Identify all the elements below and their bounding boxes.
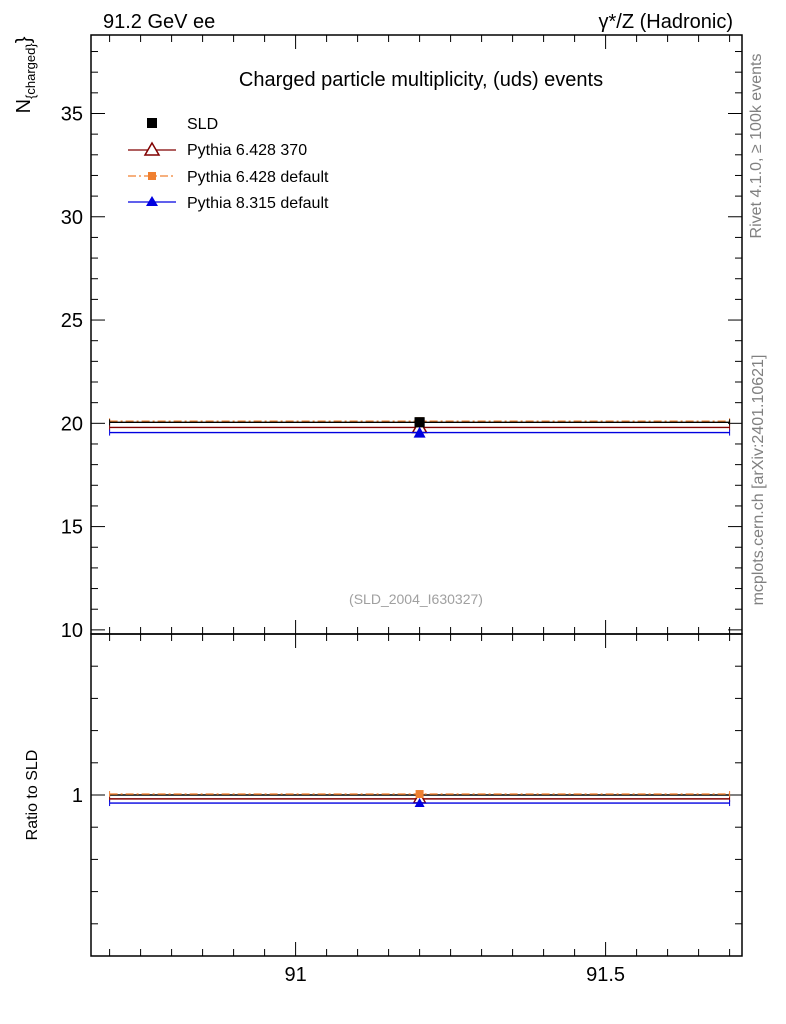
main-y-axis-label: N{charged}} xyxy=(13,36,38,113)
main-y-tick-label: 30 xyxy=(61,207,83,229)
mcplots-label: mcplots.cern.ch [arXiv:2401.10621] xyxy=(750,355,767,606)
main-y-tick-label: 20 xyxy=(61,413,83,435)
ratio-x-tick-label: 91.5 xyxy=(586,964,625,986)
legend-marker-py8-default xyxy=(146,196,158,206)
main-axis-ticks: 10 15 20 25 30 35 xyxy=(61,35,742,642)
rivet-label: Rivet 4.1.0, ≥ 100k events xyxy=(748,54,765,239)
ratio-data-marks xyxy=(109,790,731,808)
main-point-sld-top xyxy=(414,417,425,428)
legend-marker-py6-370 xyxy=(143,141,161,156)
ylabel-sub: {charged} xyxy=(23,43,38,99)
legend-label-sld: SLD xyxy=(187,116,218,133)
legend-marker-sld xyxy=(147,118,157,128)
ratio-point-py6-default xyxy=(415,790,424,799)
header-left: 91.2 GeV ee xyxy=(103,11,215,33)
ratio-x-tick-label: 91 xyxy=(284,964,306,986)
main-y-tick-label: 10 xyxy=(61,620,83,642)
main-point-py8-default xyxy=(413,426,426,438)
header-right: γ*/Z (Hadronic) xyxy=(599,11,733,33)
main-y-tick-label: 25 xyxy=(61,310,83,332)
legend-label-py8-default: Pythia 8.315 default xyxy=(187,195,329,212)
ratio-axis-ticks: 1 91 91.5 xyxy=(72,634,742,986)
ylabel-close: } xyxy=(13,36,35,43)
legend: SLD Pythia 6.428 370 Pythia 6.428 defaul… xyxy=(128,116,329,212)
legend-label-py6-370: Pythia 6.428 370 xyxy=(187,142,307,159)
ratio-y-tick-label: 1 xyxy=(72,785,83,807)
main-plot-title: Charged particle multiplicity, (uds) eve… xyxy=(239,69,603,91)
main-y-tick-label: 15 xyxy=(61,517,83,539)
ratio-y-axis-label: Ratio to SLD xyxy=(24,750,41,841)
main-y-tick-label: 35 xyxy=(61,103,83,125)
ratio-point-py8-default xyxy=(414,798,425,808)
svg-text:N{charged}}: N{charged}} xyxy=(13,36,38,113)
ylabel-main: N xyxy=(13,99,35,113)
analysis-watermark: (SLD_2004_I630327) xyxy=(349,591,483,607)
main-data-marks xyxy=(109,417,731,438)
legend-marker-py6-default xyxy=(148,172,156,180)
legend-label-py6-default: Pythia 6.428 default xyxy=(187,169,329,186)
